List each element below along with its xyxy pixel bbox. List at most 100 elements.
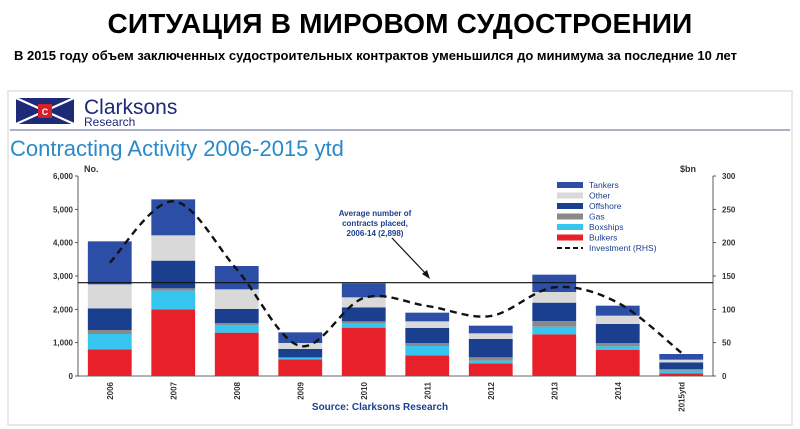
x-tick-label: 2007 — [169, 381, 178, 399]
y-tick-label-right: 100 — [722, 305, 736, 314]
bar-offshore-2013 — [532, 302, 577, 321]
slide-subtitle: В 2015 году объем заключенных судостроит… — [14, 48, 737, 63]
y-tick-label-left: 5,000 — [53, 205, 74, 214]
bar-tankers-2015ytd — [659, 354, 704, 360]
bar-tankers-2011 — [405, 312, 450, 322]
legend-label-bulkers: Bulkers — [589, 233, 617, 243]
bar-offshore-2007 — [151, 260, 196, 289]
y-tick-label-right: 150 — [722, 272, 736, 281]
bar-gas-2014 — [595, 343, 640, 347]
legend-swatch-boxships — [557, 224, 583, 230]
bar-gas-2006 — [87, 330, 132, 334]
slide-title: СИТУАЦИЯ В МИРОВОМ СУДОСТРОЕНИИ — [107, 8, 693, 39]
bar-other-2013 — [532, 292, 577, 303]
bar-other-2009 — [278, 343, 323, 349]
bar-offshore-2008 — [214, 309, 259, 323]
legend-label-gas: Gas — [589, 212, 605, 222]
average-line-label: Average number of — [339, 209, 412, 218]
legend-label-other: Other — [589, 191, 610, 201]
bar-offshore-2006 — [87, 308, 132, 330]
bar-offshore-2010 — [341, 307, 386, 322]
legend-swatch-offshore — [557, 203, 583, 209]
bar-tankers-2014 — [595, 305, 640, 316]
bar-boxships-2011 — [405, 346, 450, 356]
x-tick-label: 2013 — [550, 381, 559, 399]
brand-name: Clarksons — [84, 96, 177, 119]
logo-accent-square — [38, 104, 52, 118]
y-tick-label-left: 0 — [69, 372, 74, 381]
x-tick-label: 2012 — [487, 381, 496, 399]
bar-boxships-2015ytd — [659, 370, 704, 374]
bar-boxships-2006 — [87, 334, 132, 350]
x-tick-label: 2010 — [360, 381, 369, 399]
bar-boxships-2012 — [468, 360, 513, 364]
bar-tankers-2006 — [87, 241, 132, 285]
bar-boxships-2013 — [532, 326, 577, 335]
x-tick-label: 2009 — [296, 381, 305, 399]
contracting-activity-chart: C Clarksons Research Contracting Activit… — [7, 90, 793, 426]
plot-area: 0 1,000 2,000 3,000 4,000 5,000 6,000 0 50 100 150… — [53, 172, 736, 412]
clarksons-logo: C Clarksons Research — [15, 96, 177, 129]
average-line-callout-arrow — [391, 237, 429, 277]
bar-other-2015ytd — [659, 359, 704, 363]
brand-division: Research — [84, 115, 135, 129]
bar-offshore-2009 — [278, 349, 323, 358]
bar-bulkers-2014 — [595, 350, 640, 376]
chart-title: Contracting Activity 2006-2015 ytd — [10, 136, 344, 161]
bar-tankers-2007 — [151, 199, 196, 236]
x-tick-label: 2014 — [614, 381, 623, 399]
bar-boxships-2007 — [151, 290, 196, 310]
legend-swatch-bulkers — [557, 234, 583, 241]
bar-boxships-2009 — [278, 358, 323, 360]
bar-bulkers-2006 — [87, 349, 132, 376]
bar-boxships-2014 — [595, 346, 640, 350]
y-tick-label-right: 250 — [722, 205, 736, 214]
x-tick-label: 2008 — [233, 381, 242, 399]
y-tick-label-right: 0 — [722, 372, 727, 381]
average-line-label: 2006-14 (2,898) — [347, 229, 404, 238]
bar-tankers-2008 — [214, 266, 259, 290]
callout-arrowhead-icon — [422, 270, 430, 279]
y-tick-label-left: 6,000 — [53, 172, 74, 181]
legend-swatch-other — [557, 192, 583, 199]
bar-tankers-2010 — [341, 283, 386, 298]
bar-other-2006 — [87, 284, 132, 309]
legend-label-boxships: Boxships — [589, 222, 624, 232]
y-tick-label-left: 4,000 — [53, 239, 74, 248]
legend-label-offshore: Offshore — [589, 201, 622, 211]
bar-bulkers-2011 — [405, 355, 450, 376]
y-tick-label-left: 2,000 — [53, 305, 74, 314]
y-tick-label-right: 300 — [722, 172, 736, 181]
bar-bulkers-2012 — [468, 363, 513, 376]
bar-bulkers-2015ytd — [659, 373, 704, 376]
legend-swatch-gas — [557, 213, 583, 220]
source-label: Source: Clarksons Research — [312, 402, 448, 413]
bar-tankers-2012 — [468, 325, 513, 334]
bar-tankers-2013 — [532, 274, 577, 292]
bar-gas-2007 — [151, 288, 196, 291]
bar-tankers-2009 — [278, 332, 323, 343]
bar-bulkers-2013 — [532, 334, 577, 376]
bar-offshore-2012 — [468, 339, 513, 358]
legend-label-investment: Investment (RHS) — [589, 243, 657, 253]
bar-gas-2015ytd — [659, 369, 704, 371]
bar-bulkers-2008 — [214, 332, 259, 376]
bar-gas-2009 — [278, 357, 323, 358]
x-tick-label: 2006 — [106, 381, 115, 399]
bar-gas-2011 — [405, 343, 450, 346]
y-tick-label-left: 1,000 — [53, 339, 74, 348]
bar-other-2012 — [468, 333, 513, 339]
y-tick-label-left: 3,000 — [53, 272, 74, 281]
y-axis-right-label: $bn — [680, 164, 696, 174]
bar-offshore-2015ytd — [659, 362, 704, 369]
bar-other-2014 — [595, 315, 640, 324]
legend-swatch-tankers — [557, 182, 583, 188]
bar-gas-2008 — [214, 323, 259, 326]
y-axis-left-label: No. — [84, 164, 99, 174]
x-tick-label: 2011 — [423, 381, 432, 399]
bar-boxships-2008 — [214, 325, 259, 333]
bar-boxships-2010 — [341, 323, 386, 328]
investment-line — [108, 200, 682, 354]
x-tick-label: 2015ytd — [677, 382, 686, 412]
bar-other-2008 — [214, 289, 259, 309]
